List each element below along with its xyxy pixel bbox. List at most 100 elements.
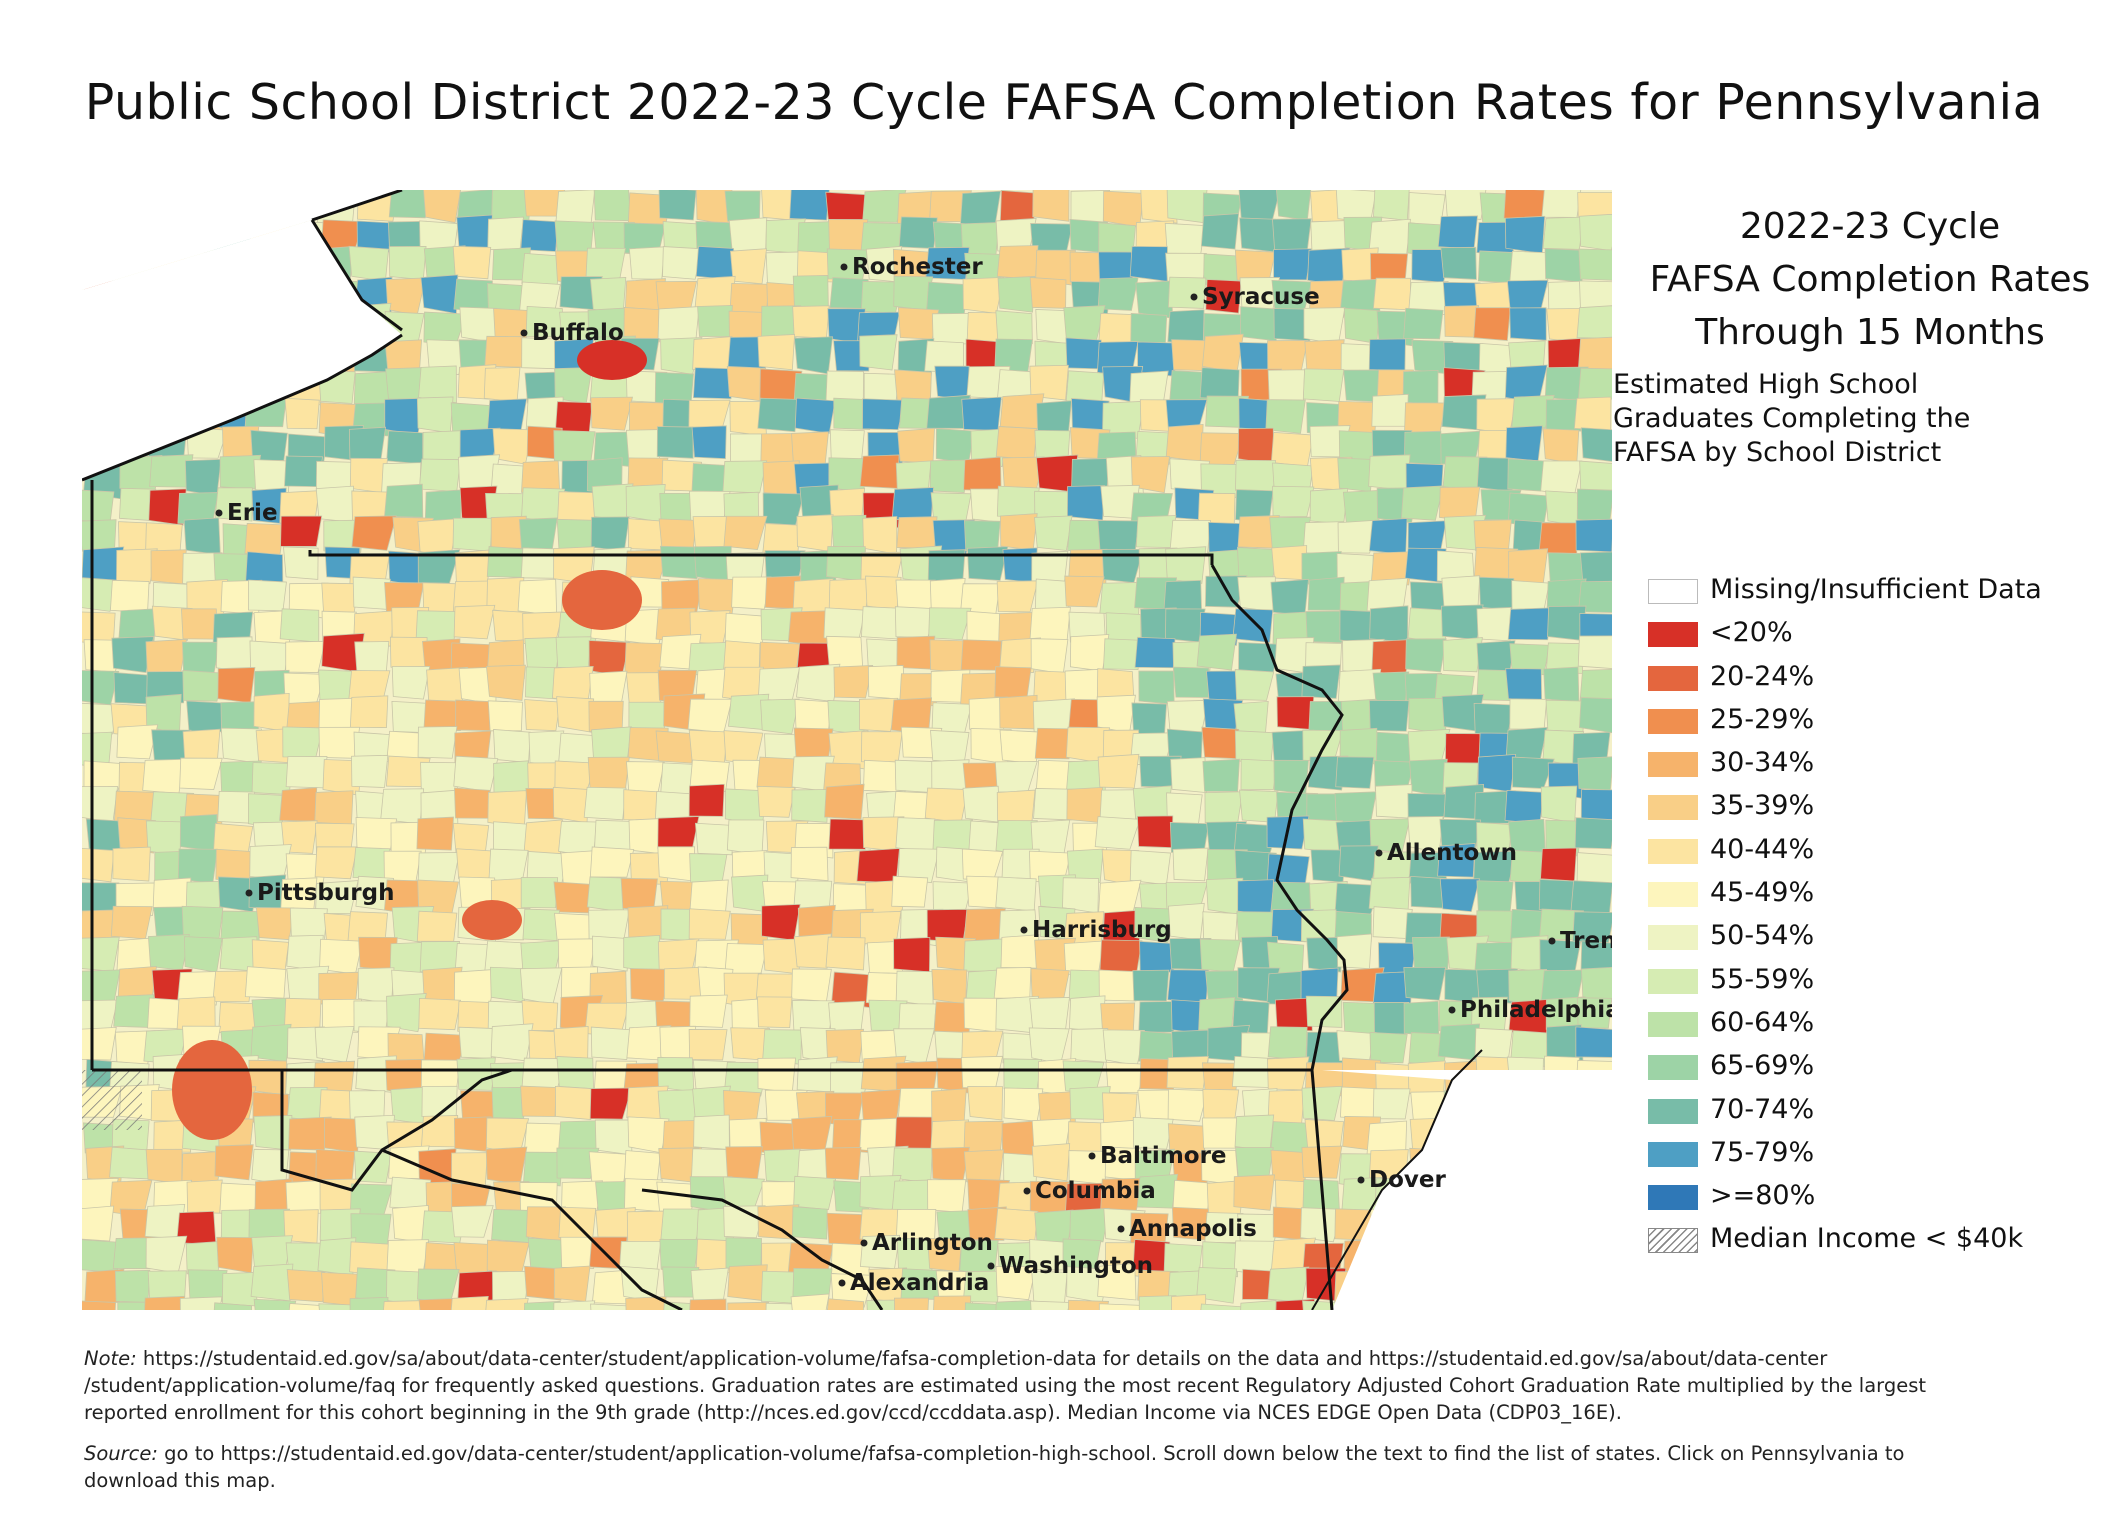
- city-label: Syracuse: [1202, 284, 1320, 310]
- district-cell: [147, 934, 190, 971]
- city-dot: [1448, 1006, 1456, 1014]
- district-cell: [1032, 190, 1070, 222]
- district-cell: [1238, 190, 1281, 223]
- district-cell: [553, 881, 592, 914]
- district-cell: [687, 698, 733, 734]
- district-cell: [1302, 368, 1345, 402]
- district-cell: [82, 936, 120, 972]
- district-cell: [249, 844, 292, 880]
- district-cell: [523, 819, 564, 856]
- legend-title-line-3: Through 15 Months: [1695, 312, 2045, 353]
- district-cell: [1336, 933, 1373, 970]
- city-labels: Rochester Syracuse Buffalo Erie Pittsburgh Al…: [215, 254, 1612, 1296]
- district-cell: [1303, 307, 1346, 345]
- legend-swatch: [1648, 665, 1698, 691]
- district-cell: [962, 785, 1000, 823]
- legend-item: 25-29%: [1648, 703, 2128, 746]
- district-cell: [314, 846, 358, 880]
- district-cell: [1267, 340, 1308, 373]
- district-cell: [253, 692, 290, 733]
- district-cell: [1270, 578, 1309, 616]
- district-cell: [351, 515, 397, 551]
- district-cell: [688, 908, 731, 940]
- district-cell: [1337, 519, 1379, 554]
- district-cell: [1304, 339, 1345, 373]
- district-cell: [348, 245, 390, 282]
- water-body: [82, 220, 402, 480]
- district-cell: [895, 817, 936, 854]
- district-cell: [112, 846, 151, 882]
- district-cell: [628, 246, 665, 280]
- district-cell: [524, 637, 561, 672]
- district-cell: [1000, 513, 1038, 551]
- district-cell: [1372, 671, 1410, 706]
- district-cell: [725, 1146, 763, 1180]
- district-cell: [318, 1303, 358, 1310]
- district-cell: [760, 698, 800, 735]
- legend-swatch: [1648, 968, 1698, 994]
- district-cell: [484, 335, 524, 368]
- district-cell: [453, 604, 496, 640]
- district-cell: [1132, 969, 1170, 1002]
- district-cell: [1570, 880, 1612, 915]
- district-cell: [389, 1176, 432, 1210]
- legend-label: 55-59%: [1710, 963, 1815, 995]
- district-cell: [426, 339, 470, 376]
- district-cell: [995, 876, 1037, 912]
- district-cell: [722, 460, 768, 494]
- district-cell: [757, 1204, 800, 1240]
- district-cell: [1307, 576, 1345, 611]
- district-cell: [757, 1057, 797, 1094]
- district-cell: [995, 310, 1033, 344]
- district-cell: [995, 426, 1038, 460]
- district-cell: [1578, 367, 1612, 400]
- district-cell: [797, 904, 836, 939]
- district-cell: [384, 483, 424, 518]
- district-cell: [250, 429, 288, 461]
- district-cell: [1504, 789, 1545, 825]
- district-cell: [493, 729, 531, 763]
- district-cell: [1199, 367, 1240, 401]
- legend-item: 65-69%: [1648, 1049, 2128, 1092]
- district-cell: [791, 1206, 828, 1240]
- district-cell: [348, 426, 387, 461]
- low-income-hatch: [82, 1070, 142, 1130]
- district-cell: [928, 607, 972, 641]
- district-cell: [594, 1119, 633, 1156]
- district-cell: [1581, 966, 1612, 1003]
- district-cell: [1368, 338, 1406, 372]
- district-cell: [862, 516, 898, 555]
- district-cell-hotspot: [562, 570, 642, 630]
- district-cell: [1097, 277, 1139, 311]
- district-cell: [695, 245, 735, 281]
- district-cell: [286, 1269, 326, 1303]
- district-cell: [1062, 877, 1100, 914]
- district-cell: [1232, 608, 1274, 643]
- district-cell: [1542, 216, 1584, 250]
- district-cell: [486, 664, 526, 701]
- district-cell: [485, 1146, 528, 1185]
- district-cell: [963, 1120, 1004, 1156]
- district-cell: [1234, 669, 1275, 701]
- district-cell: [588, 640, 631, 677]
- district-cell: [891, 487, 934, 522]
- district-cell: [1102, 190, 1144, 228]
- district-cell: [1505, 668, 1543, 702]
- district-cell: [1300, 1207, 1343, 1243]
- legend-label: 65-69%: [1710, 1050, 1815, 1082]
- district-cell: [662, 246, 703, 280]
- district-cell: [522, 908, 560, 941]
- district-cell: [322, 998, 363, 1034]
- district-cell: [116, 724, 159, 760]
- district-cell: [556, 1147, 600, 1179]
- choropleth-map[interactable]: Rochester Syracuse Buffalo Erie Pittsburgh Al…: [82, 190, 1612, 1310]
- district-cell: [524, 1300, 561, 1310]
- district-cell: [626, 761, 665, 794]
- note-label: Note:: [84, 1347, 137, 1370]
- district-cell: [1276, 696, 1315, 730]
- district-cell: [1069, 634, 1110, 672]
- district-cell: [179, 814, 218, 852]
- district-cell: [590, 1026, 634, 1060]
- map-area[interactable]: Rochester Syracuse Buffalo Erie Pittsburgh Al…: [82, 190, 1612, 1310]
- district-cell: [897, 427, 935, 464]
